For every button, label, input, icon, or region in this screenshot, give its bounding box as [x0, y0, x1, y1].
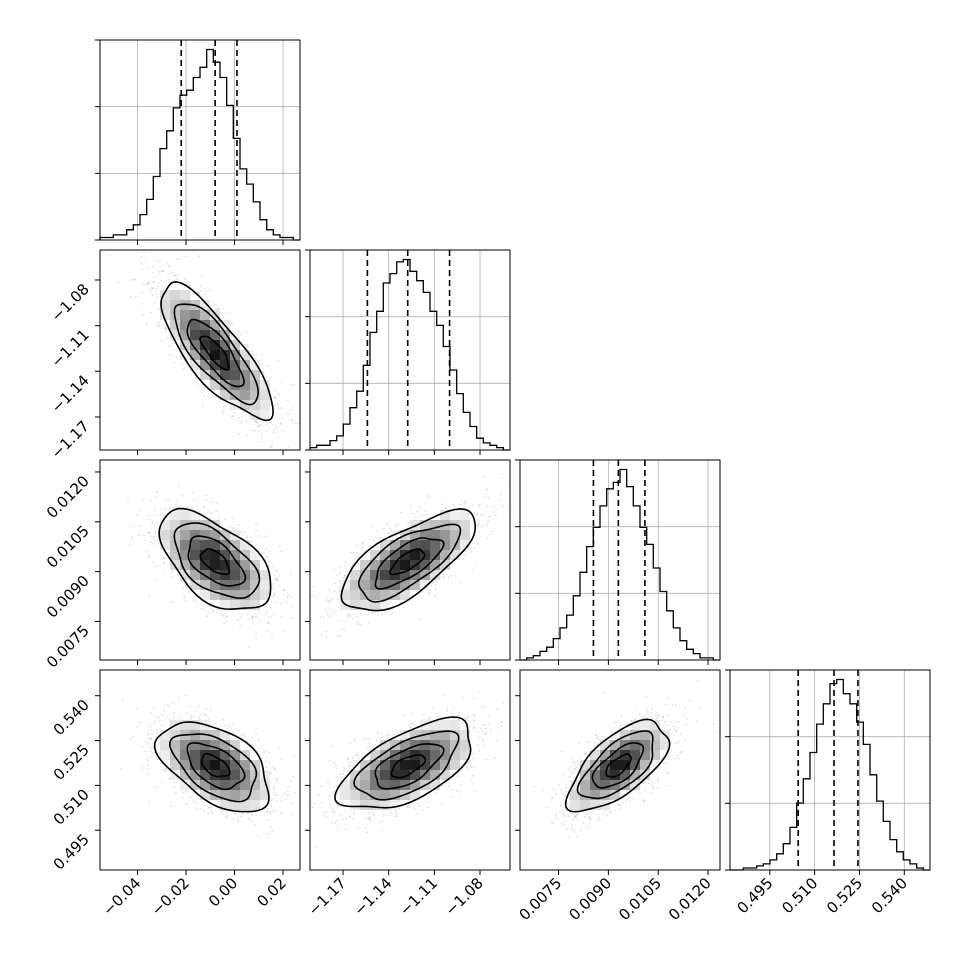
y-tick-label-2-3: 0.0120 — [43, 472, 93, 522]
contour-level-1 — [199, 548, 231, 576]
x-tick-label-0-1: −0.02 — [148, 874, 193, 919]
x-tick-label-3-0: 0.495 — [734, 874, 777, 917]
x-tick-label-3-3: 0.540 — [868, 874, 911, 917]
grid — [730, 670, 930, 870]
x-tick-label-1-2: −1.11 — [396, 874, 441, 919]
contour-level-2 — [186, 318, 245, 388]
y-tick-label-1-0: −1.17 — [48, 417, 93, 462]
contour-level-3 — [357, 523, 462, 603]
y-tick-label-3-1: 0.510 — [50, 786, 93, 829]
panel-frame — [309, 249, 511, 451]
density-cells — [160, 510, 270, 610]
joint-panel-2-0 — [99, 459, 301, 661]
y-tick-label-2-1: 0.0090 — [43, 572, 93, 622]
x-tick-label-2-1: 0.0090 — [565, 874, 615, 924]
panel-frame — [309, 459, 511, 661]
panel-frame — [729, 669, 931, 871]
contour-level-4 — [334, 716, 472, 809]
x-tick-label-0-2: 0.00 — [205, 874, 241, 910]
contour-level-2 — [591, 742, 645, 789]
marginal-panel-0 — [95, 39, 301, 241]
contour-level-3 — [168, 733, 258, 803]
contour-level-1 — [389, 547, 426, 576]
x-tick-label-2-3: 0.0120 — [665, 874, 715, 924]
joint-panel-3-2 — [519, 669, 721, 871]
density-cells — [570, 720, 670, 810]
panel-frame — [99, 249, 301, 451]
scatter-points — [127, 485, 294, 648]
contour-level-2 — [186, 742, 246, 791]
x-tick-label-3-1: 0.510 — [778, 874, 821, 917]
density-cells — [160, 720, 270, 810]
contour-level-4 — [158, 507, 272, 611]
scatter-points — [532, 679, 715, 838]
contour-level-3 — [576, 730, 654, 800]
x-tick-label-1-0: −1.17 — [305, 874, 350, 919]
marginal-panel-1 — [305, 249, 511, 451]
x-tick-label-0-3: 0.02 — [253, 874, 289, 910]
histogram-step — [730, 678, 930, 871]
marginal-panel-2 — [515, 459, 721, 661]
contour-level-1 — [605, 753, 632, 778]
contour-level-3 — [173, 303, 259, 406]
contour-level-2 — [187, 535, 247, 587]
contour-level-1 — [390, 754, 427, 779]
histogram-step — [309, 258, 510, 451]
joint-panel-3-1 — [309, 669, 511, 871]
x-tick-label-1-1: −1.14 — [350, 874, 395, 919]
grid — [520, 460, 720, 660]
contour-level-2 — [374, 537, 445, 590]
joint-panel-1-0 — [99, 249, 301, 451]
joint-panel-2-1 — [309, 459, 511, 661]
grid — [100, 40, 300, 240]
contour-level-3 — [353, 730, 460, 801]
contour-level-4 — [160, 281, 274, 422]
panel-frame — [519, 669, 721, 871]
contour-level-4 — [340, 508, 477, 612]
y-tick-label-3-3: 0.540 — [50, 696, 93, 739]
panel-frame — [309, 669, 511, 871]
scatter-points — [310, 472, 510, 660]
x-tick-label-2-0: 0.0075 — [515, 874, 565, 924]
contour-level-1 — [199, 335, 230, 371]
y-tick-label-3-0: 0.495 — [50, 830, 93, 873]
y-tick-label-1-1: −1.14 — [48, 371, 93, 416]
scatter-points — [311, 690, 505, 849]
x-tick-label-1-3: −1.08 — [442, 874, 487, 919]
panel-frame — [519, 459, 721, 661]
scatter-points — [120, 694, 300, 870]
joint-panel-3-0 — [99, 669, 301, 871]
x-tick-label-0-0: −0.04 — [99, 874, 144, 919]
histogram-step — [520, 468, 720, 661]
panel-frame — [99, 669, 301, 871]
y-tick-label-2-0: 0.0075 — [43, 622, 93, 672]
panel-frame — [99, 39, 301, 241]
contour-level-4 — [153, 721, 270, 813]
y-tick-label-3-2: 0.525 — [50, 741, 93, 784]
contour-level-3 — [173, 522, 261, 600]
x-tick-label-2-2: 0.0105 — [615, 874, 665, 924]
histogram-step — [99, 48, 300, 241]
y-tick-label-1-3: −1.08 — [48, 280, 93, 325]
y-tick-label-2-2: 0.0105 — [43, 522, 93, 572]
panel-frame — [99, 459, 301, 661]
marginal-panel-3 — [725, 669, 931, 871]
contour-level-4 — [564, 718, 671, 813]
x-tick-label-3-2: 0.525 — [823, 874, 866, 917]
grid — [310, 250, 510, 450]
y-tick-label-1-2: −1.11 — [48, 326, 93, 371]
contour-level-2 — [374, 743, 445, 790]
contour-level-1 — [201, 752, 231, 778]
